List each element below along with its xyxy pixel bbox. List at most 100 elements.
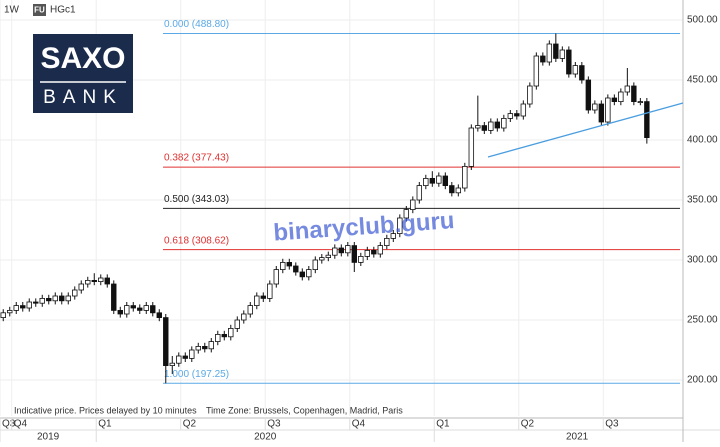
x-tick-label: Q2 [183,419,197,430]
x-tick-label: Q3 [2,419,16,430]
candle-body [488,121,494,131]
candle-body [234,319,240,329]
candle-body [332,247,338,256]
y-tick-label: 250.00 [687,315,718,326]
candle-body [39,298,45,304]
candle-body [592,103,598,111]
candle-body [611,97,618,103]
candle-body [429,178,436,184]
candle-body [182,355,188,359]
candle-body [475,125,481,129]
year-label: 2020 [254,432,277,442]
candle-body [13,305,19,311]
x-tick-label: Q1 [98,419,112,430]
candle-body [299,271,305,278]
candle-body [267,283,273,299]
y-tick-label: 450.00 [687,75,718,86]
candle-body [7,310,13,314]
candle-body [85,280,91,285]
logo-bottom: BANK [43,87,123,108]
candle-body [202,346,208,350]
candle-body [215,334,221,343]
candle-body [631,85,637,103]
candle-body [293,265,299,273]
candle-body [462,166,468,189]
fib-label: 0.618 (308.62) [164,235,229,246]
x-tick-label: Q3 [267,419,281,430]
candle-body [228,328,234,338]
candle-body [566,49,572,75]
candle-body [104,277,110,285]
candle-body [254,295,260,307]
x-tick-label: Q3 [605,419,619,430]
candle-body [527,85,533,105]
candle-body [163,317,169,367]
candle-body [59,295,65,302]
candle-body [572,65,579,75]
candle-body [325,254,331,259]
candle-body [176,355,182,364]
footer-note: Indicative price. Prices delayed by 10 m… [14,405,197,415]
candle-body [319,257,325,261]
year-label: 2021 [566,432,589,442]
candle-body [280,262,286,271]
candle-body [624,85,631,93]
candle-body [286,262,292,267]
candle-body [377,245,384,255]
symbol: HGc1 [50,5,76,16]
candle-body [397,217,403,235]
candle-body [351,245,358,263]
y-tick-label: 500.00 [687,15,718,26]
candle-body [579,65,585,81]
candle-body [455,187,462,194]
x-tick-label: Q4 [14,419,28,430]
y-tick-label: 400.00 [687,135,718,146]
candle-body [137,307,143,311]
candle-body [208,341,214,350]
candle-body [358,256,364,263]
candle-body [241,313,247,321]
trend-line [487,102,684,158]
x-tick-label: Q1 [436,419,450,430]
candle-body [98,277,104,283]
fib-label: 0.500 (343.03) [164,194,229,205]
candle-body [436,175,442,184]
candle-body [494,121,501,129]
watermark: binaryclub.guru [273,207,456,247]
candle-body [169,362,175,367]
candle-body [130,305,136,309]
footer-timezone: Time Zone: Brussels, Copenhagen, Madrid,… [206,405,403,415]
candle-body [501,118,507,129]
candle-body [533,55,540,87]
x-tick-label: Q2 [521,419,535,430]
candle-body [65,295,71,302]
candle-body [260,295,266,299]
logo-box [33,34,133,113]
badge-box [33,4,46,16]
candle-body [247,305,253,315]
badge: FU [34,6,45,15]
candle-body [637,101,644,104]
candle-body [124,305,130,315]
candle-body [46,298,52,302]
candle-body [514,113,520,117]
candle-body [644,101,650,139]
interval: 1W [4,5,20,16]
candle-body [520,103,527,117]
candle-body [0,312,6,319]
candle-body [416,185,423,201]
candle-body [390,233,397,239]
candle-body [72,289,78,297]
candle-body [559,49,566,59]
candle-body [26,301,32,309]
candle-body [553,43,559,59]
candle-body [306,269,312,278]
fib-label: 0.382 (377.43) [164,153,229,164]
candle-body [33,301,39,304]
candle-body [20,305,26,309]
candle-body [195,346,201,351]
candle-body [540,55,546,63]
candle-body [221,334,227,338]
candle-body [91,280,97,283]
logo-top: SAXO [40,42,125,75]
